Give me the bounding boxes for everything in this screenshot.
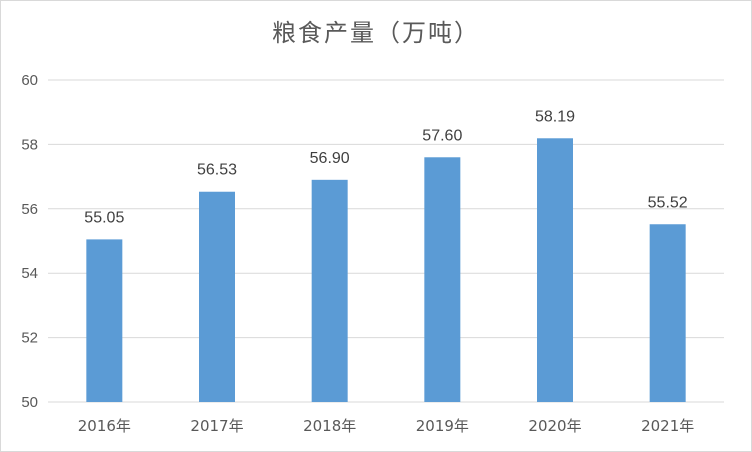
data-label: 55.05 bbox=[84, 209, 124, 226]
data-label: 56.90 bbox=[310, 150, 350, 167]
y-tick-label: 50 bbox=[21, 394, 38, 411]
x-tick-label: 2021年 bbox=[641, 417, 694, 435]
chart-title: 粮食产量（万吨） bbox=[272, 19, 480, 47]
data-label: 58.19 bbox=[535, 108, 575, 125]
x-tick-label: 2020年 bbox=[528, 417, 581, 435]
bar bbox=[311, 179, 348, 402]
y-tick-label: 58 bbox=[21, 136, 38, 153]
x-tick-label: 2018年 bbox=[303, 417, 356, 435]
y-tick-label: 60 bbox=[21, 72, 38, 89]
y-tick-label: 56 bbox=[21, 201, 38, 218]
y-tick-label: 52 bbox=[21, 330, 38, 347]
bar bbox=[649, 224, 686, 402]
bar bbox=[537, 138, 573, 403]
data-label: 55.52 bbox=[648, 194, 688, 211]
x-tick-label: 2019年 bbox=[416, 417, 469, 435]
y-tick-label: 54 bbox=[21, 265, 38, 282]
bar bbox=[424, 157, 461, 402]
x-tick-label: 2017年 bbox=[190, 417, 243, 435]
x-tick-label: 2016年 bbox=[78, 417, 131, 435]
bar bbox=[86, 239, 123, 402]
data-label: 56.53 bbox=[197, 162, 237, 179]
data-label: 57.60 bbox=[422, 127, 462, 144]
bar bbox=[199, 191, 235, 402]
